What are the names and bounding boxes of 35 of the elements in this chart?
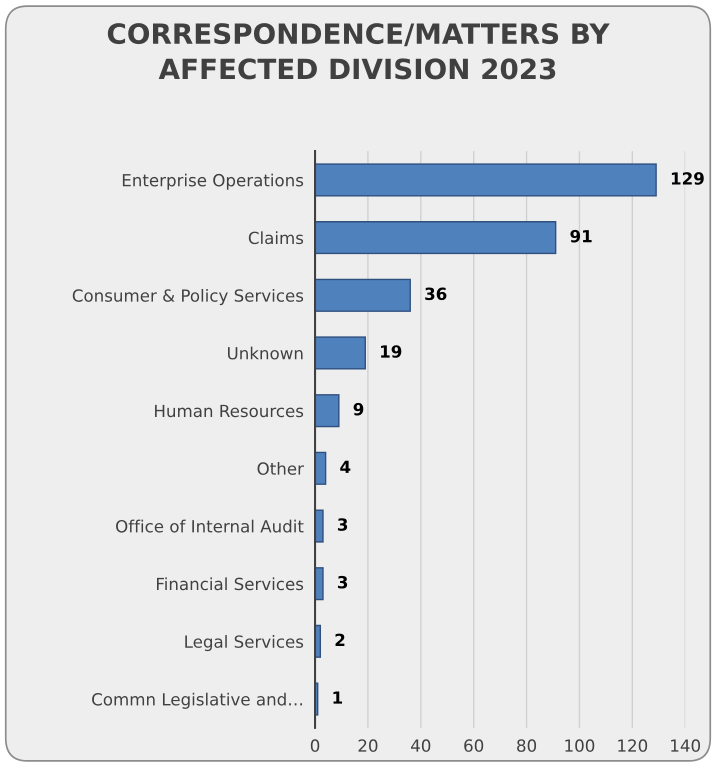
x-tick-label: 120 (618, 739, 648, 752)
data-label: 2 (336, 634, 344, 646)
x-tick-label: 80 (517, 739, 536, 752)
y-tick-label: Office of Internal Audit (116, 520, 304, 533)
y-tick-label: Unknown (228, 346, 303, 360)
chart-title: CORRESPONDENCE/MATTERS BY AFFECTED DIVISION 2023 (108, 23, 610, 80)
bar (315, 163, 657, 196)
x-tick-label: 0 (310, 739, 320, 752)
bar (315, 452, 326, 485)
data-label: 3 (338, 518, 348, 531)
data-label: 9 (354, 402, 364, 416)
y-tick-label: Enterprise Operations (122, 174, 304, 190)
x-tick-label: 40 (411, 739, 430, 752)
data-label: 129 (672, 172, 704, 185)
y-tick-label: Human Resources (155, 404, 304, 418)
y-tick-label: Consumer & Policy Services (72, 288, 304, 306)
y-tick-label: Claims (248, 231, 304, 244)
data-label: 91 (570, 230, 592, 242)
data-label: 3 (338, 576, 348, 589)
x-tick-label: 20 (358, 739, 378, 752)
bar (315, 394, 340, 428)
bar (315, 336, 366, 370)
data-label: 4 (340, 460, 350, 473)
x-tick-label: 140 (671, 739, 700, 752)
data-label: 19 (381, 345, 402, 358)
x-tick-label: 100 (565, 739, 594, 752)
y-tick-label: Commn Legislative and… (92, 692, 302, 709)
y-tick-label: Legal Services (185, 635, 304, 652)
y-tick-label: Financial Services (157, 577, 304, 590)
bar (315, 278, 411, 312)
x-tick-label: 60 (464, 739, 484, 752)
data-label: 1 (333, 691, 342, 704)
y-tick-label: Other (258, 462, 304, 475)
bar (315, 221, 556, 254)
data-label: 36 (425, 288, 446, 300)
